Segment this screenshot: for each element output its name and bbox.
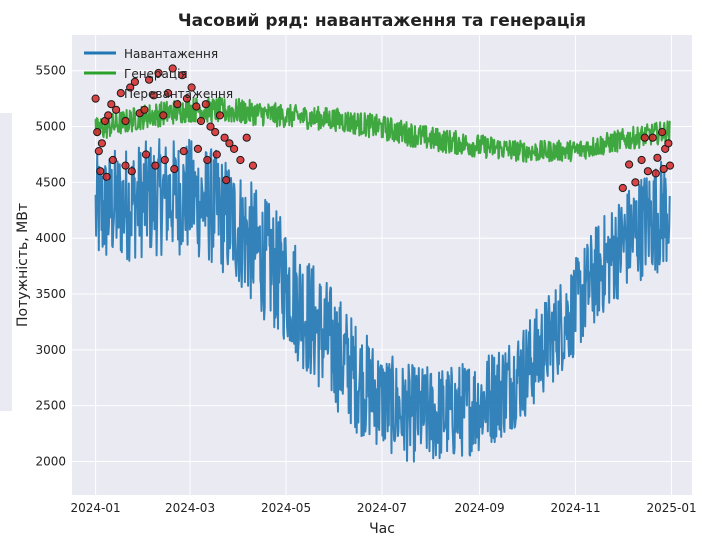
y-tick-label: 2500 <box>35 399 66 413</box>
overload-point <box>159 111 168 120</box>
overload-point <box>179 147 188 156</box>
y-tick-label: 4500 <box>35 175 66 189</box>
overload-point <box>97 139 107 148</box>
overload-point <box>149 91 158 100</box>
overload-point <box>173 100 182 109</box>
overload-point <box>182 94 191 103</box>
overload-point <box>248 161 258 170</box>
x-ticks: 2024-01 2024-03 2024-05 2024-07 2024-09 2024-… <box>71 501 697 515</box>
x-tick-label: 2024-05 <box>261 501 311 515</box>
overload-point <box>116 89 125 98</box>
overload-point <box>96 167 105 176</box>
overload-point <box>653 153 662 162</box>
overload-point <box>107 100 116 109</box>
overload-point <box>211 128 220 137</box>
x-tick-label: 2024-07 <box>357 501 407 515</box>
legend-label: Навантаження <box>124 47 218 61</box>
overload-point <box>170 164 179 174</box>
overload-point <box>222 176 231 185</box>
series-line-load <box>94 138 671 463</box>
overload-point <box>91 94 100 103</box>
overload-point <box>637 155 646 165</box>
overload-point <box>220 133 229 142</box>
x-tick-label: 2024-09 <box>454 501 504 515</box>
overload-point <box>168 64 177 73</box>
series-layer <box>91 64 675 463</box>
overload-point <box>206 122 215 131</box>
series-line-generation <box>94 96 671 163</box>
overload-point <box>665 161 675 170</box>
overload-point <box>140 105 149 114</box>
overload-point <box>154 68 163 78</box>
overload-point <box>178 71 187 80</box>
legend-label: Генерація <box>124 67 188 81</box>
overload-point <box>193 144 202 153</box>
overload-point <box>102 172 111 181</box>
y-tick-label: 4000 <box>35 231 66 245</box>
overload-point <box>192 102 201 111</box>
overload-point <box>203 155 212 165</box>
y-tick-label: 3500 <box>35 287 66 301</box>
overload-point <box>93 128 102 137</box>
overload-point <box>112 105 121 114</box>
x-axis-label: Час <box>369 521 395 537</box>
overload-point <box>104 111 113 120</box>
overload-point <box>127 167 136 176</box>
overload-point <box>212 150 221 159</box>
overload-point <box>126 83 135 92</box>
y-tick-label: 5500 <box>35 64 66 78</box>
overload-point <box>145 75 154 84</box>
overload-point <box>625 160 634 169</box>
overload-point <box>648 133 657 142</box>
overload-point <box>664 139 673 148</box>
overload-point <box>640 133 649 142</box>
overload-point <box>631 178 640 187</box>
overload-point <box>225 139 234 148</box>
x-tick-label: 2025-01 <box>646 501 696 515</box>
overload-point <box>618 183 627 193</box>
y-tick-label: 2000 <box>35 455 66 469</box>
overload-point <box>201 100 210 109</box>
overload-point <box>659 164 668 174</box>
y-tick-label: 3000 <box>35 343 66 357</box>
overload-point <box>108 155 118 165</box>
overload-point <box>160 155 169 165</box>
overload-point <box>242 133 251 142</box>
overload-point <box>121 116 130 126</box>
overload-point <box>121 161 130 170</box>
overload-point <box>651 169 660 178</box>
overload-point <box>151 161 160 170</box>
overload-point <box>215 111 224 120</box>
y-axis-label: Потужність, МВт <box>15 203 31 327</box>
legend: Навантаження Генерація Перевантаження <box>84 47 233 101</box>
overload-point <box>196 116 206 126</box>
overload-point <box>130 77 139 87</box>
overload-point <box>94 147 103 156</box>
overload-point <box>658 128 667 137</box>
y-tick-label: 5000 <box>35 120 66 134</box>
y-ticks: 2000 2500 3000 3500 4000 4500 5000 5500 <box>35 64 66 469</box>
x-tick-label: 2024-03 <box>165 501 215 515</box>
x-tick-label: 2024-01 <box>71 501 121 515</box>
overload-point <box>230 144 239 153</box>
overload-point <box>643 167 653 176</box>
overload-point <box>236 155 245 165</box>
side-panel-edge <box>0 113 12 411</box>
x-tick-label: 2024-11 <box>550 501 600 515</box>
legend-label: Перевантаження <box>124 87 233 101</box>
chart-title: Часовий ряд: навантаження та генерація <box>178 11 586 31</box>
overload-point <box>141 150 151 159</box>
overload-point <box>187 83 196 92</box>
overload-point <box>163 89 173 98</box>
